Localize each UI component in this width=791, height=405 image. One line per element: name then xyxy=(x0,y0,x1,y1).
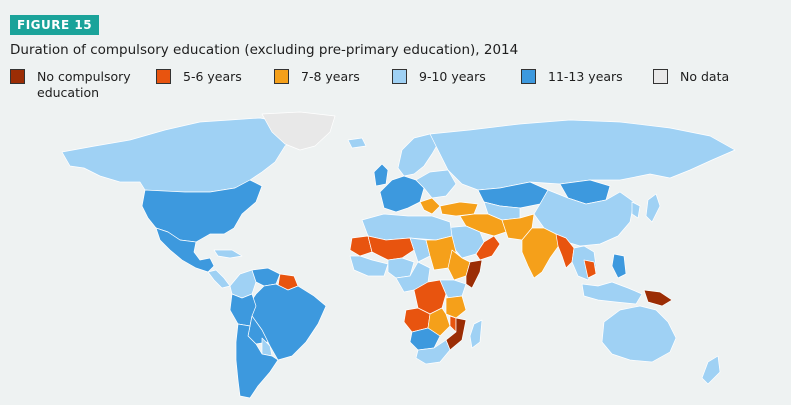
legend-label: 5-6 years xyxy=(183,69,242,84)
region-china xyxy=(533,189,635,247)
legend-item-no-compulsory: No compulsory education xyxy=(10,69,137,101)
region-north-africa xyxy=(361,213,453,241)
region-india xyxy=(521,227,561,279)
region-southern-cone xyxy=(235,323,279,399)
region-myanmar-bangladesh xyxy=(555,233,575,269)
region-laos-cambodia xyxy=(583,259,597,279)
region-chad xyxy=(409,237,431,263)
region-madagascar xyxy=(469,319,483,349)
legend-swatch xyxy=(10,69,25,84)
region-iceland xyxy=(347,137,367,149)
world-map xyxy=(61,111,736,399)
legend-label: 11-13 years xyxy=(548,69,623,84)
region-west-africa-coast xyxy=(349,255,389,277)
region-nigeria xyxy=(387,257,415,279)
region-venezuela xyxy=(251,267,281,287)
legend-label: No compulsory education xyxy=(37,69,131,100)
region-russia xyxy=(429,119,736,191)
region-tanzania xyxy=(445,295,467,319)
region-usa xyxy=(141,179,263,243)
region-eastern-europe xyxy=(415,169,457,199)
region-mauritania xyxy=(349,235,373,257)
legend-swatch xyxy=(156,69,171,84)
legend-item-11-13-years: 11-13 years xyxy=(521,69,623,85)
region-papua-new-guinea xyxy=(643,289,673,307)
legend-item-9-10-years: 9-10 years xyxy=(392,69,486,85)
region-new-zealand xyxy=(701,355,721,385)
region-western-europe xyxy=(379,175,425,213)
legend-swatch xyxy=(653,69,668,84)
region-philippines xyxy=(611,253,627,279)
legend-swatch xyxy=(274,69,289,84)
figure-label: FIGURE 15 xyxy=(10,15,100,35)
legend-item-no-data: No data xyxy=(653,69,729,85)
legend-swatch xyxy=(521,69,536,84)
region-brazil xyxy=(247,283,327,361)
region-south-africa xyxy=(415,339,451,365)
map-title: Duration of compulsory education (exclud… xyxy=(10,42,519,58)
region-scandinavia xyxy=(397,133,441,177)
region-great-britain xyxy=(373,163,389,187)
region-central-america-south xyxy=(207,269,231,289)
legend-item-5-6-years: 5-6 years xyxy=(156,69,242,85)
legend-label: 7-8 years xyxy=(301,69,360,84)
region-greenland xyxy=(261,111,336,151)
region-korea xyxy=(631,201,641,219)
region-malawi xyxy=(449,315,457,333)
region-central-africa-west xyxy=(395,261,431,293)
region-mexico-central-america xyxy=(155,227,215,273)
region-balkans xyxy=(419,197,441,215)
legend-label: No data xyxy=(680,69,730,84)
legend: No compulsory education 5-6 years 7-8 ye… xyxy=(10,69,785,105)
region-somalia xyxy=(465,259,483,289)
region-australia xyxy=(601,305,677,363)
region-canada-alaska xyxy=(61,117,301,193)
region-indonesia-malaysia xyxy=(581,281,643,305)
region-cuba xyxy=(213,249,243,259)
region-mali-niger xyxy=(367,235,415,261)
region-japan xyxy=(645,193,661,223)
legend-item-7-8-years: 7-8 years xyxy=(274,69,360,85)
legend-label: 9-10 years xyxy=(419,69,486,84)
legend-swatch xyxy=(392,69,407,84)
